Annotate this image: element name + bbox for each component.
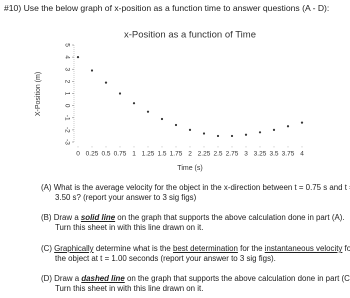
question-text: (A) What is the average velocity for the… xyxy=(41,183,350,202)
question-text: (B) Draw a xyxy=(41,213,81,222)
x-tick-label: 1.5 xyxy=(157,151,166,158)
y-tick-label: -1 xyxy=(63,115,70,121)
x-tick-label: 0 xyxy=(76,151,80,158)
emphasis: instantaneous velocity xyxy=(264,244,343,253)
question-b: (B) Draw a solid line on the graph that … xyxy=(41,213,350,233)
x-axis-label: Time (s) xyxy=(177,165,202,172)
question-text: determine what is the xyxy=(93,244,174,253)
data-point xyxy=(286,125,290,128)
y-tick-label: 5 xyxy=(63,43,70,47)
data-point xyxy=(230,134,234,138)
data-point xyxy=(272,128,276,131)
data-point xyxy=(76,56,80,59)
x-tick-label: 3.5 xyxy=(269,151,278,158)
y-tick-label: 3 xyxy=(63,67,70,71)
header-title: #10) Use the below graph of x-position a… xyxy=(4,3,330,13)
question-text: (D) Draw a xyxy=(41,274,82,283)
emphasis: best determination xyxy=(173,244,238,253)
x-tick-label: 2.5 xyxy=(213,151,222,158)
x-tick-label: 2.25 xyxy=(198,151,211,158)
data-point xyxy=(90,69,94,72)
x-tick-label: 0.75 xyxy=(114,151,127,158)
y-tick-label: 2 xyxy=(63,80,70,84)
y-axis-label: X-Position (m) xyxy=(35,72,42,116)
y-tick-label: 0 xyxy=(63,104,70,108)
emphasis: solid line xyxy=(80,213,116,222)
question-text: for the object at t = 1.00 seconds (repo… xyxy=(55,244,350,263)
data-point xyxy=(202,132,206,135)
data-point xyxy=(118,92,122,95)
x-tick-label: 3.25 xyxy=(254,151,267,158)
x-tick-label: 1.75 xyxy=(170,151,183,158)
data-point xyxy=(160,117,164,121)
x-tick-label: 3.75 xyxy=(282,151,295,158)
data-point xyxy=(216,134,220,138)
x-tick-label: 1.25 xyxy=(142,151,155,158)
chart-title: x-Position as a function of Time xyxy=(124,30,256,41)
x-tick-label: 1 xyxy=(132,151,136,158)
data-point xyxy=(300,121,304,124)
x-tick-label: 3 xyxy=(244,151,248,158)
question-text: on the graph that supports the above cal… xyxy=(55,274,350,293)
data-point xyxy=(132,102,136,105)
y-tick-label: -2 xyxy=(63,127,70,133)
x-tick-label: 4 xyxy=(300,151,304,158)
data-point xyxy=(146,110,150,113)
data-point xyxy=(174,123,178,127)
data-point xyxy=(258,131,262,134)
question-text: on the graph that supports the above cal… xyxy=(55,213,345,232)
data-point xyxy=(188,128,192,131)
question-text: (C) xyxy=(41,244,55,253)
question-d: (D) Draw a dashed line on the graph that… xyxy=(41,274,350,294)
question-a: (A) What is the average velocity for the… xyxy=(41,183,350,203)
emphasis: Graphically xyxy=(54,244,94,253)
y-tick-label: 1 xyxy=(63,92,70,96)
y-tick-label: -3 xyxy=(63,139,70,145)
x-tick-label: 2 xyxy=(188,151,192,158)
question-text: for the xyxy=(237,244,265,253)
x-tick-label: 0.5 xyxy=(101,151,110,158)
data-point xyxy=(244,133,248,136)
data-point xyxy=(104,81,108,84)
x-tick-label: 0.25 xyxy=(86,151,99,158)
y-tick-label: 4 xyxy=(63,55,70,59)
question-c: (C) Graphically determine what is the be… xyxy=(41,244,350,264)
x-tick-label: 2.75 xyxy=(226,151,239,158)
emphasis: dashed line xyxy=(81,274,125,283)
